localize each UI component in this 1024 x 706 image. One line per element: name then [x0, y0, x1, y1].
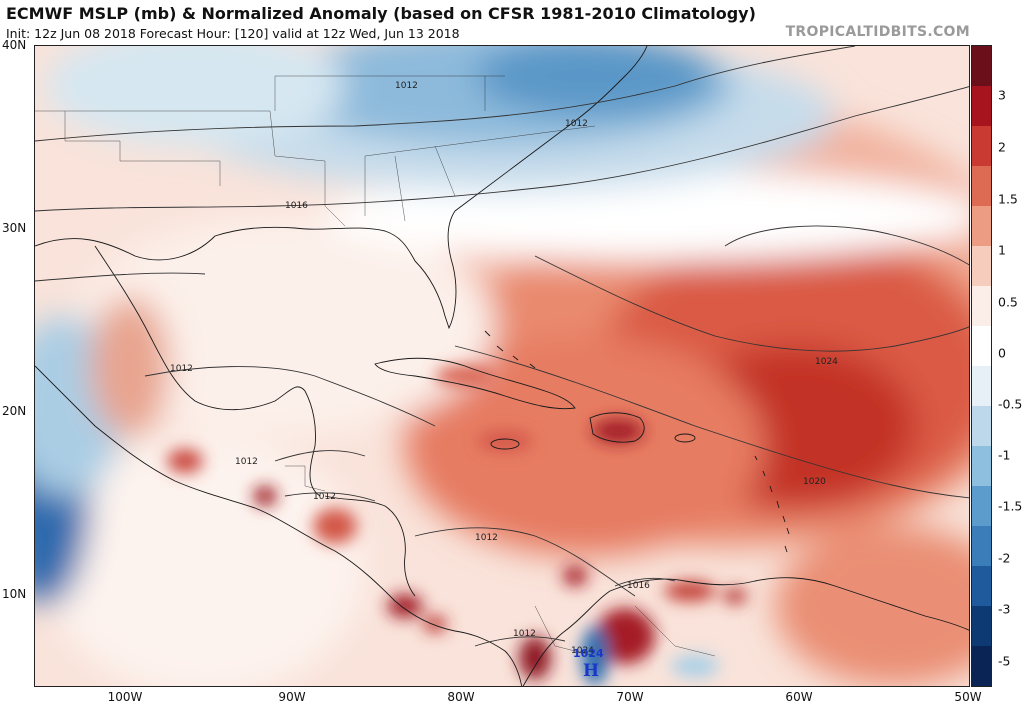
- state-borders: [35, 75, 716, 657]
- isobar-label: 1024: [815, 357, 838, 367]
- high-value: 1024: [573, 647, 604, 660]
- isobars: [35, 46, 969, 647]
- lon-label-90w: 90W: [278, 690, 306, 704]
- colorbar-swatch: [972, 286, 991, 327]
- isobar-label: 1012: [235, 457, 258, 467]
- colorbar-label: -0.5: [998, 396, 1023, 412]
- isobar-label: 1016: [627, 581, 650, 591]
- brand-logo-text: TROPICALTIDBITS.COM: [785, 24, 970, 40]
- colorbar-swatch: [972, 166, 991, 207]
- colorbar-swatch: [972, 46, 991, 87]
- colorbar-swatch: [972, 246, 991, 287]
- map-panel: 1012 1012 1016 1012 1012 1012 1012 1012 …: [34, 45, 970, 687]
- lat-label-10n: 10N: [2, 587, 27, 601]
- lon-label-80w: 80W: [447, 690, 475, 704]
- anomaly-fills: [35, 46, 969, 686]
- lat-label-40n: 40N: [2, 38, 27, 52]
- lon-label-60w: 60W: [785, 690, 813, 704]
- colorbar: [971, 45, 992, 687]
- isobar-labels: 1012 1012 1016 1012 1012 1012 1012 1012 …: [170, 81, 838, 656]
- colorbar-label: -5: [998, 653, 1011, 669]
- colorbar-label: -2: [998, 550, 1011, 566]
- lat-label-20n: 20N: [2, 404, 27, 418]
- colorbar-label: 0.5: [998, 294, 1018, 310]
- isobar-label: 1012: [475, 533, 498, 543]
- chart-subtitle: Init: 12z Jun 08 2018 Forecast Hour: [12…: [6, 26, 460, 41]
- high-pressure-marker: H 1024: [573, 647, 604, 681]
- terrain-anomalies: [167, 366, 747, 686]
- isobar-label: 1016: [285, 201, 308, 211]
- isobar-label: 1012: [395, 81, 418, 91]
- colorbar-label: -1.5: [998, 498, 1023, 514]
- colorbar-label: 1.5: [998, 191, 1018, 207]
- anomaly-map: 1012 1012 1016 1012 1012 1012 1012 1012 …: [35, 46, 969, 686]
- colorbar-label: 2: [998, 139, 1006, 155]
- colorbar-swatch: [972, 606, 991, 647]
- colorbar-swatch: [972, 446, 991, 487]
- colorbar-swatch: [972, 326, 991, 367]
- lon-label-70w: 70W: [616, 690, 644, 704]
- isobar-label: 1012: [170, 364, 193, 374]
- high-letter: H: [583, 661, 599, 681]
- lon-label-100w: 100W: [107, 690, 143, 704]
- colorbar-swatch: [972, 366, 991, 407]
- isobar-label: 1020: [803, 477, 826, 487]
- colorbar-swatch: [972, 406, 991, 447]
- colorbar-swatch: [972, 566, 991, 607]
- isobar-label: 1012: [313, 492, 336, 502]
- isobar-label: 1012: [565, 119, 588, 129]
- colorbar-swatch: [972, 526, 991, 567]
- isobar-label: 1012: [513, 629, 536, 639]
- lat-label-30n: 30N: [2, 221, 27, 235]
- colorbar-swatch: [972, 646, 991, 687]
- colorbar-swatch: [972, 126, 991, 167]
- coastlines: [35, 46, 969, 686]
- colorbar-label: -3: [998, 601, 1011, 617]
- isobar-label: 1024: [571, 646, 594, 656]
- lon-label-50w: 50W: [954, 690, 982, 704]
- colorbar-swatches: [972, 46, 991, 687]
- colorbar-label: 0: [998, 345, 1006, 361]
- colorbar-label: 1: [998, 242, 1006, 258]
- colorbar-label: 3: [998, 87, 1006, 103]
- chart-title: ECMWF MSLP (mb) & Normalized Anomaly (ba…: [6, 4, 756, 23]
- colorbar-swatch: [972, 86, 991, 127]
- colorbar-swatch: [972, 486, 991, 527]
- colorbar-label: -1: [998, 447, 1011, 463]
- colorbar-swatch: [972, 206, 991, 247]
